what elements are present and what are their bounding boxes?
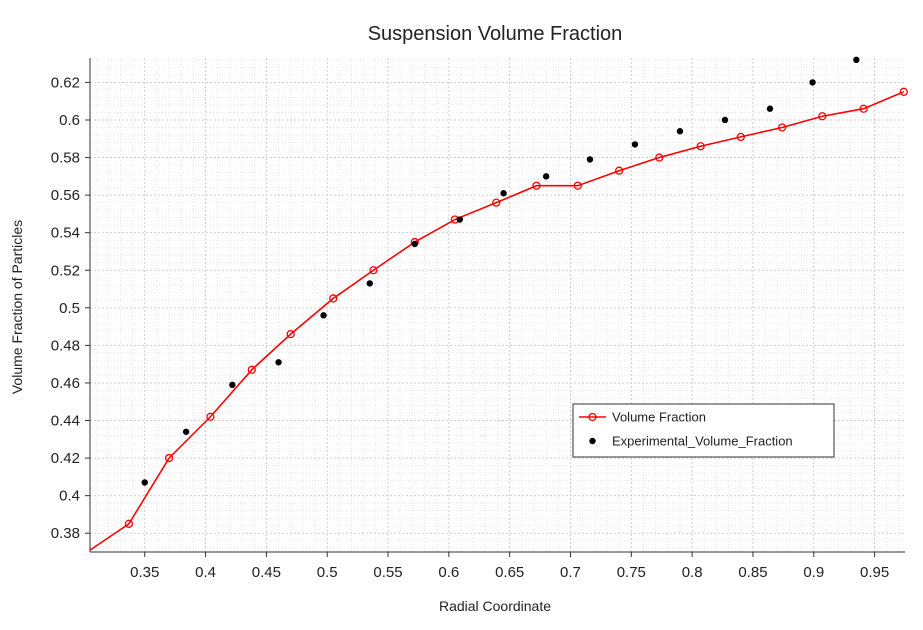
series-line-volume-fraction (89, 91, 905, 551)
data-point-experimental (366, 280, 373, 287)
data-point-volume-fraction (696, 142, 705, 151)
data-point-experimental (631, 141, 639, 148)
y-axis-label: Volume Fraction of Particles (9, 220, 25, 394)
x-tick-label: 0.75 (617, 564, 646, 581)
data-point-experimental (456, 216, 463, 223)
x-tick-label: 0.65 (495, 564, 524, 581)
y-tick-label: 0.46 (51, 375, 80, 392)
data-point-volume-fraction (206, 412, 215, 421)
x-tick-label: 0.8 (682, 564, 703, 581)
axes: 0.35 0.4 0.45 0.5 0.55 0.6 0.65 0.7 0.75 0.8 0.85 0… (51, 58, 905, 581)
data-point-volume-fraction (573, 181, 582, 190)
y-tick-label: 0.44 (51, 413, 80, 430)
y-tick-label: 0.56 (51, 187, 80, 204)
legend-label-volume-fraction: Volume Fraction (612, 410, 706, 425)
data-point-volume-fraction (532, 181, 541, 190)
x-tick-label: 0.85 (738, 564, 767, 581)
x-tick-label: 0.7 (560, 564, 581, 581)
y-tick-label: 0.54 (51, 225, 80, 242)
legend-marker-swatch (588, 412, 597, 422)
data-point-experimental (275, 359, 282, 366)
data-point-volume-fraction (736, 132, 745, 142)
x-tick-label: 0.5 (317, 564, 338, 581)
data-point-experimental (500, 190, 507, 197)
data-point-experimental (320, 312, 327, 319)
data-point-volume-fraction (329, 294, 338, 303)
y-tick-label: 0.52 (51, 262, 80, 279)
y-tick-label: 0.62 (51, 74, 80, 91)
data-point-experimental (229, 381, 236, 389)
legend-label-experimental: Experimental_Volume_Fraction (612, 434, 793, 449)
y-tick-label: 0.4 (59, 488, 80, 505)
legend-dot-swatch (589, 437, 596, 445)
y-tick-label: 0.42 (51, 450, 80, 467)
legend-box (572, 403, 835, 458)
data-point-experimental (411, 240, 418, 248)
data-point-experimental (141, 479, 148, 486)
data-point-volume-fraction (247, 365, 256, 374)
y-tick-label: 0.6 (59, 112, 80, 129)
x-tick-label: 0.35 (130, 564, 159, 581)
data-point-experimental (586, 156, 594, 163)
x-tick-label: 0.55 (373, 564, 402, 581)
x-tick-label: 0.9 (803, 564, 824, 581)
data-point-volume-fraction (655, 153, 664, 162)
data-point-experimental (182, 428, 190, 435)
chart-title: Suspension Volume Fraction (368, 23, 623, 45)
x-axis-label: Radial Coordinate (439, 598, 551, 614)
data-point-volume-fraction (286, 329, 295, 339)
data-point-volume-fraction (777, 123, 787, 132)
x-tick-label: 0.6 (438, 564, 459, 581)
data-point-volume-fraction (124, 519, 134, 528)
data-point-volume-fraction (614, 166, 624, 175)
x-tick-label: 0.4 (195, 564, 216, 581)
data-point-volume-fraction (492, 198, 501, 207)
data-point-experimental (542, 173, 550, 180)
x-tick-label: 0.95 (860, 564, 889, 581)
legend: Volume Fraction Experimental_Volume_Frac… (572, 403, 835, 458)
data-point-volume-fraction (859, 104, 868, 113)
y-tick-label: 0.38 (51, 525, 80, 542)
y-tick-label: 0.58 (51, 150, 80, 167)
series-layer (89, 56, 908, 551)
grid (90, 58, 905, 552)
data-point-experimental (853, 56, 860, 64)
data-point-volume-fraction (818, 112, 827, 121)
data-point-experimental (809, 79, 816, 86)
data-point-experimental (766, 105, 774, 112)
data-point-experimental (676, 128, 684, 135)
data-point-volume-fraction (899, 87, 908, 96)
x-tick-label: 0.45 (252, 564, 281, 581)
y-tick-label: 0.5 (59, 300, 80, 317)
data-point-experimental (721, 116, 729, 124)
data-point-volume-fraction (369, 266, 378, 275)
y-tick-label: 0.48 (51, 337, 80, 354)
data-point-volume-fraction (164, 453, 174, 463)
